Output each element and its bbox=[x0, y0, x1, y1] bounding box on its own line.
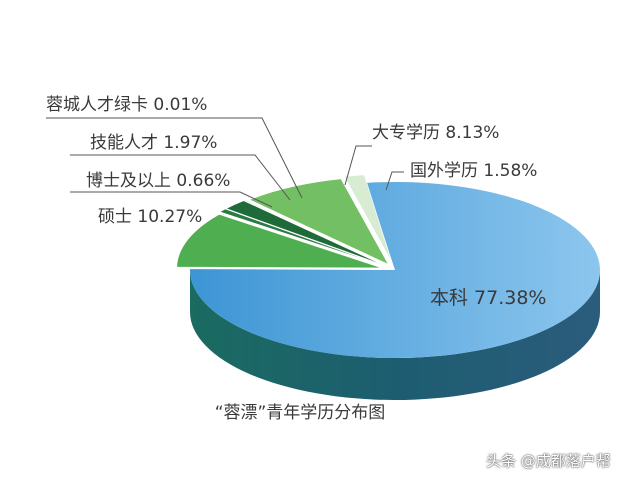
pie-tops bbox=[176, 174, 600, 358]
slice-4 bbox=[243, 199, 385, 265]
slice-1 bbox=[176, 213, 382, 269]
slice-label-1: 硕士 10.27% bbox=[98, 207, 202, 227]
slice-label-6: 国外学历 1.58% bbox=[410, 161, 537, 181]
pie-sides bbox=[190, 270, 600, 400]
leader-line-3 bbox=[70, 154, 291, 201]
slice-5 bbox=[248, 178, 390, 266]
leader-line-5 bbox=[344, 145, 372, 186]
slice-0 bbox=[190, 182, 600, 358]
slice-label-3: 技能人才 1.97% bbox=[90, 133, 217, 153]
slice-3 bbox=[225, 200, 384, 266]
slice-label-4: 蓉城人才绿卡 0.01% bbox=[46, 95, 207, 115]
leader-lines bbox=[46, 117, 404, 208]
slice-6 bbox=[343, 174, 392, 263]
chart-title: “蓉漂”青年学历分布图 bbox=[215, 403, 386, 423]
slice-2 bbox=[219, 208, 383, 266]
slice-side-0 bbox=[190, 270, 600, 400]
slice-label-2: 博士及以上 0.66% bbox=[86, 171, 230, 191]
slice-label-0: 本科 77.38% bbox=[430, 287, 547, 309]
leader-line-2 bbox=[70, 191, 273, 208]
leader-line-6 bbox=[385, 171, 404, 191]
slice-labels: 本科 77.38% 硕士 10.27% 博士及以上 0.66% 技能人才 1.97% 蓉… bbox=[46, 95, 547, 309]
slice-label-5: 大专学历 8.13% bbox=[372, 123, 499, 143]
watermark: 头条 @成都落户帮 bbox=[486, 452, 611, 470]
leader-line-4 bbox=[46, 117, 303, 199]
